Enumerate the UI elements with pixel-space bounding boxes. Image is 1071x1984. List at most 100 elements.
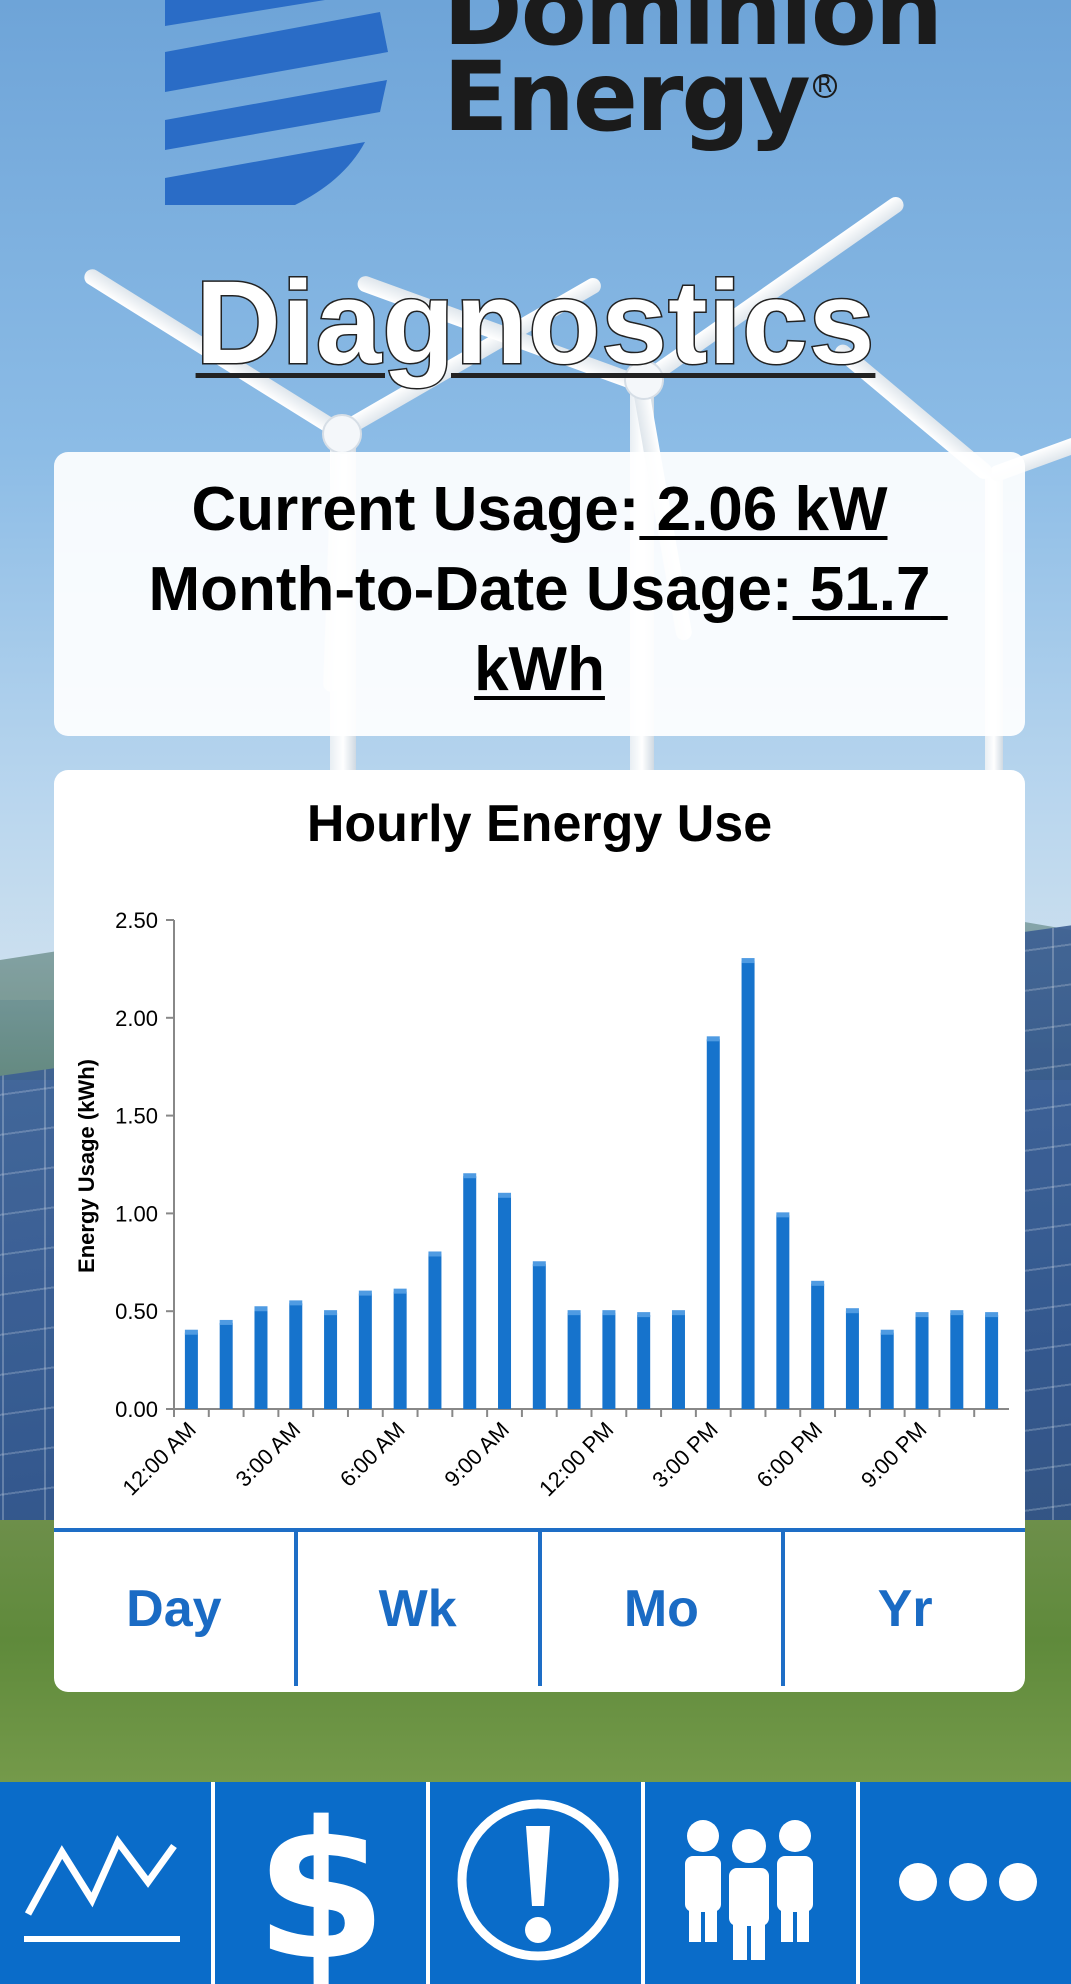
logo-line-2: Energy R [443,49,941,145]
chart-bar-cap [811,1280,825,1286]
chart-bar-cap [602,1310,616,1316]
tab-month[interactable]: Mo [542,1532,786,1686]
chart-bar-cap [324,1310,338,1316]
x-tick-label: 6:00 PM [752,1417,828,1493]
chart-bar [741,961,755,1409]
x-tick-label: 6:00 AM [335,1417,410,1492]
chart-bar [985,1315,999,1409]
chart-bar [324,1313,338,1409]
chart-bar-cap [219,1319,233,1325]
chart-bar [184,1332,198,1409]
chart-bar [498,1195,512,1409]
bottom-nav: $ [0,1782,1071,1984]
logo-line-2-text: Energy [443,41,811,153]
chart-bar [671,1313,685,1409]
chart-bar [880,1332,894,1409]
chart-bar [845,1311,859,1409]
chart-bar [602,1313,616,1409]
y-tick-label: 0.00 [115,1397,158,1422]
alert-icon [457,1799,619,1961]
chart-bar [219,1322,233,1409]
chart-bar-cap [184,1329,198,1335]
dollar-icon: $ [255,1782,387,1984]
chart-bar [463,1176,477,1409]
nav-community-button[interactable] [645,1782,860,1984]
usage-summary-card: Current Usage: 2.06 kW Month-to-Date Usa… [54,452,1025,736]
chart-bar-cap [985,1312,999,1318]
chart-bar-cap [393,1288,407,1294]
y-tick-label: 1.50 [115,1104,158,1129]
chart-bar-cap [915,1312,929,1318]
chart-bar [428,1254,442,1409]
nav-alerts-button[interactable] [430,1782,645,1984]
current-usage-value: 2.06 kW [639,475,888,544]
svg-text:$: $ [255,1782,387,1984]
chart-bar-cap [567,1310,581,1316]
nav-usage-button[interactable] [0,1782,215,1984]
y-tick-label: 0.50 [115,1299,158,1324]
chart-bar [567,1313,581,1409]
chart-bar [393,1291,407,1409]
hourly-energy-chart-card: Hourly Energy Use Energy Usage (kWh) 0.0… [54,770,1025,1692]
chart-bar [289,1303,303,1409]
chart-bar-cap [428,1251,442,1257]
chart-bar-cap [671,1310,685,1316]
mtd-usage-label: Month-to-Date Usage: [148,555,793,624]
chart-bar [950,1313,964,1409]
chart-bar-cap [289,1300,303,1306]
y-tick-label: 2.50 [115,908,158,933]
nav-billing-button[interactable]: $ [215,1782,430,1984]
chart-bar-cap [880,1329,894,1335]
usage-trend-icon [24,1835,180,1942]
range-tabs: Day Wk Mo Yr [54,1528,1025,1692]
chart-bar-cap [637,1312,651,1318]
tab-week[interactable]: Wk [298,1532,542,1686]
chart-bar-cap [532,1261,546,1267]
x-tick-label: 3:00 PM [647,1417,723,1493]
chart-bar-cap [845,1308,859,1314]
x-tick-label: 12:00 AM [118,1417,201,1500]
nav-more-button[interactable] [860,1782,1071,1984]
chart-bar [358,1293,372,1409]
chart-bar-cap [706,1036,720,1042]
x-tick-label: 3:00 AM [231,1417,306,1492]
chart-bar-cap [463,1173,477,1179]
logo-wordmark: Dominion Energy R [443,0,943,145]
mtd-usage-row: Month-to-Date Usage: 51.7 kWh [54,550,1025,710]
logo-line-1: Dominion [443,0,943,67]
chart-bar [776,1215,790,1409]
chart-bar [532,1264,546,1409]
x-tick-label: 9:00 PM [856,1417,932,1493]
more-icon [899,1863,1037,1901]
chart-bar-cap [358,1290,372,1296]
chart-bar [706,1039,720,1409]
tab-year[interactable]: Yr [877,1580,933,1638]
page-title: Diagnostics [194,257,876,390]
chart-title: Hourly Energy Use [306,795,773,853]
chart-bar-cap [776,1212,790,1218]
turbine-hub [624,360,664,400]
chart-bar-cap [254,1306,268,1312]
logo-mark-icon [165,0,388,205]
dominion-energy-logo: Dominion Energy R [165,0,943,205]
current-usage-label: Current Usage: [191,475,640,544]
chart-bar [811,1283,825,1409]
tab-day[interactable]: Day [54,1532,298,1686]
hourly-energy-chart: Energy Usage (kWh) 0.00 0.50 1.00 1.50 2.00 2… [74,908,1009,1501]
current-usage-row: Current Usage: 2.06 kW [54,470,1025,550]
chart-bar [915,1315,929,1409]
people-icon [685,1820,813,1960]
chart-bar-cap [498,1192,512,1198]
turbine-hub [322,414,362,454]
chart-bar [637,1315,651,1409]
chart-bar [254,1309,268,1409]
x-tick-label: 12:00 PM [534,1417,618,1501]
mtd-usage-value: 51.7 kWh [474,555,948,704]
chart-bar-cap [950,1310,964,1316]
y-tick-label: 1.00 [115,1201,158,1226]
x-tick-label: 9:00 AM [439,1417,514,1492]
y-tick-label: 2.00 [115,1006,158,1031]
registered-mark: R [812,74,837,98]
chart-bar-cap [741,958,755,964]
y-axis-label: Energy Usage (kWh) [74,1059,99,1273]
